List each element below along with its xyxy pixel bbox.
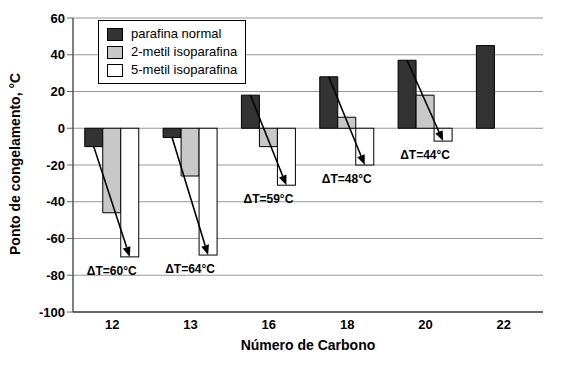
svg-text:-40: -40 [46, 194, 65, 209]
svg-text:ΔT=60°C: ΔT=60°C [87, 264, 137, 278]
svg-text:60: 60 [51, 11, 65, 26]
svg-text:-80: -80 [46, 268, 65, 283]
svg-text:20: 20 [418, 317, 432, 332]
svg-text:40: 40 [51, 47, 65, 62]
svg-text:ΔT=44°C: ΔT=44°C [400, 148, 450, 162]
svg-text:22: 22 [497, 317, 511, 332]
svg-text:-60: -60 [46, 231, 65, 246]
svg-text:-20: -20 [46, 158, 65, 173]
svg-text:Ponto de congelamento, °C: Ponto de congelamento, °C [8, 73, 23, 255]
svg-text:0: 0 [58, 121, 65, 136]
svg-text:ΔT=64°C: ΔT=64°C [165, 262, 215, 276]
svg-text:Número de Carbono: Número de Carbono [241, 337, 376, 353]
html-text:2-metil isoparafina: 2-metil isoparafina [131, 44, 238, 59]
svg-text:20: 20 [51, 84, 65, 99]
html-text:5-metil isoparafina: 5-metil isoparafina [131, 62, 238, 77]
svg-text:12: 12 [105, 317, 119, 332]
svg-text:18: 18 [340, 317, 354, 332]
svg-text:13: 13 [183, 317, 197, 332]
svg-text:16: 16 [262, 317, 276, 332]
html-text:parafina normal: parafina normal [131, 26, 222, 41]
svg-text:ΔT=59°C: ΔT=59°C [244, 192, 294, 206]
svg-text:ΔT=48°C: ΔT=48°C [322, 172, 372, 186]
svg-text:-100: -100 [39, 305, 65, 320]
